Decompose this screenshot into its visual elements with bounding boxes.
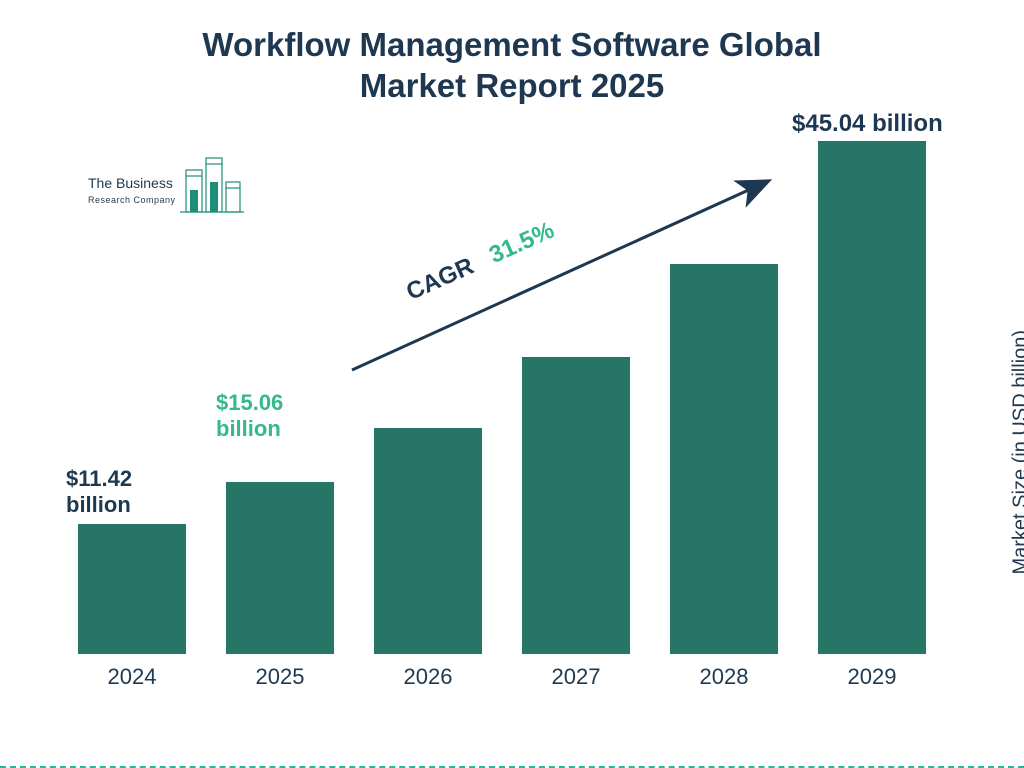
x-label: 2024	[72, 658, 192, 690]
title-line2: Market Report 2025	[360, 67, 664, 104]
bar-col	[72, 524, 192, 654]
bar	[670, 264, 778, 654]
bar-col	[812, 141, 932, 654]
x-label: 2027	[516, 658, 636, 690]
bars-container	[72, 130, 932, 654]
x-label: 2028	[664, 658, 784, 690]
data-label: $15.06billion	[216, 390, 283, 443]
x-label: 2029	[812, 658, 932, 690]
bar-col	[664, 264, 784, 654]
title-line1: Workflow Management Software Global	[202, 26, 821, 63]
bar-col	[368, 428, 488, 654]
bar	[522, 357, 630, 654]
bar	[226, 482, 334, 654]
chart-title: Workflow Management Software Global Mark…	[0, 24, 1024, 107]
y-axis-label: Market Size (in USD billion)	[1010, 330, 1024, 575]
x-label: 2026	[368, 658, 488, 690]
bar-col	[516, 357, 636, 654]
bar	[374, 428, 482, 654]
x-axis-labels: 2024 2025 2026 2027 2028 2029	[72, 658, 932, 690]
data-label: $45.04 billion	[792, 110, 943, 139]
bar-col	[220, 482, 340, 654]
bar	[78, 524, 186, 654]
data-label: $11.42billion	[66, 466, 132, 519]
bar	[818, 141, 926, 654]
x-label: 2025	[220, 658, 340, 690]
chart-area: 2024 2025 2026 2027 2028 2029	[72, 130, 932, 690]
